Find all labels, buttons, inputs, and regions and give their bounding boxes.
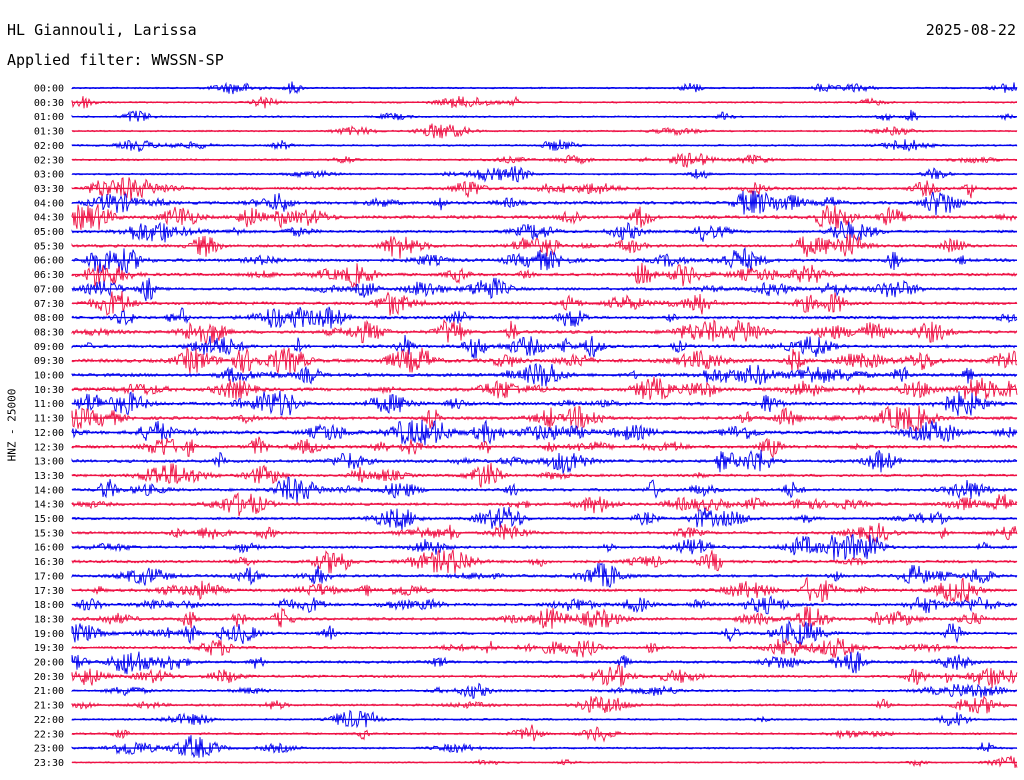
time-tick-label: 16:00 [34,543,64,554]
time-tick-label: 11:30 [34,414,64,425]
station-title: HL Giannouli, Larissa [7,21,197,39]
time-tick-label: 00:00 [34,84,64,95]
time-tick-label: 07:00 [34,284,64,295]
time-tick-label: 23:00 [34,744,64,755]
trace-line [71,363,1018,387]
time-tick-label: 12:00 [34,428,64,439]
time-tick-label: 04:00 [34,198,64,209]
time-tick-label: 09:00 [34,342,64,353]
time-tick-label: 06:30 [34,270,64,281]
time-tick-label: 09:30 [34,356,64,367]
time-tick-label: 18:00 [34,600,64,611]
time-tick-label: 05:00 [34,227,64,238]
time-tick-label: 12:30 [34,442,64,453]
time-tick-label: 17:30 [34,586,64,597]
trace-line [71,347,1018,374]
time-tick-label: 11:00 [34,399,64,410]
trace-line [71,376,1018,401]
time-tick-label: 22:00 [34,715,64,726]
time-tick-label: 13:00 [34,457,64,468]
time-tick-label: 15:00 [34,514,64,525]
filter-label: Applied filter: WWSSN-SP [7,51,224,69]
trace-line [71,651,1018,675]
time-tick-label: 08:30 [34,327,64,338]
time-tick-label: 14:30 [34,500,64,511]
time-tick-label: 15:30 [34,528,64,539]
time-tick-label: 06:00 [34,256,64,267]
trace-line [71,562,1018,588]
date-label: 2025-08-22 [925,21,1016,39]
time-tick-label: 07:30 [34,299,64,310]
time-tick-label: 22:30 [34,729,64,740]
time-tick-label: 04:30 [34,213,64,224]
time-tick-label: 10:00 [34,371,64,382]
time-tick-label: 18:30 [34,614,64,625]
time-tick-label: 05:30 [34,241,64,252]
time-tick-label: 21:30 [34,701,64,712]
trace-line [71,109,1018,122]
time-tick-label: 02:30 [34,155,64,166]
trace-line [71,204,1018,230]
trace-line [71,724,1018,743]
time-tick-label: 13:30 [34,471,64,482]
time-tick-label: 20:30 [34,672,64,683]
time-tick-label: 17:00 [34,571,64,582]
time-tick-label: 21:00 [34,686,64,697]
trace-line [71,522,1018,543]
time-tick-label: 01:00 [34,112,64,123]
time-tick-label: 20:00 [34,658,64,669]
time-tick-label: 16:30 [34,557,64,568]
time-tick-label: 19:30 [34,643,64,654]
time-tick-label: 01:30 [34,127,64,138]
time-tick-label: 10:30 [34,385,64,396]
trace-line [71,735,1018,759]
time-tick-label: 19:00 [34,629,64,640]
time-tick-label: 03:00 [34,170,64,181]
trace-line [71,548,1018,574]
time-tick-label: 00:30 [34,98,64,109]
trace-line [71,606,1018,629]
trace-line [71,637,1018,658]
trace-line [71,177,1018,202]
time-tick-label: 02:00 [34,141,64,152]
time-tick-label: 14:00 [34,485,64,496]
time-tick-label: 23:30 [34,758,64,769]
time-tick-label: 08:00 [34,313,64,324]
time-tick-label: 03:30 [34,184,64,195]
